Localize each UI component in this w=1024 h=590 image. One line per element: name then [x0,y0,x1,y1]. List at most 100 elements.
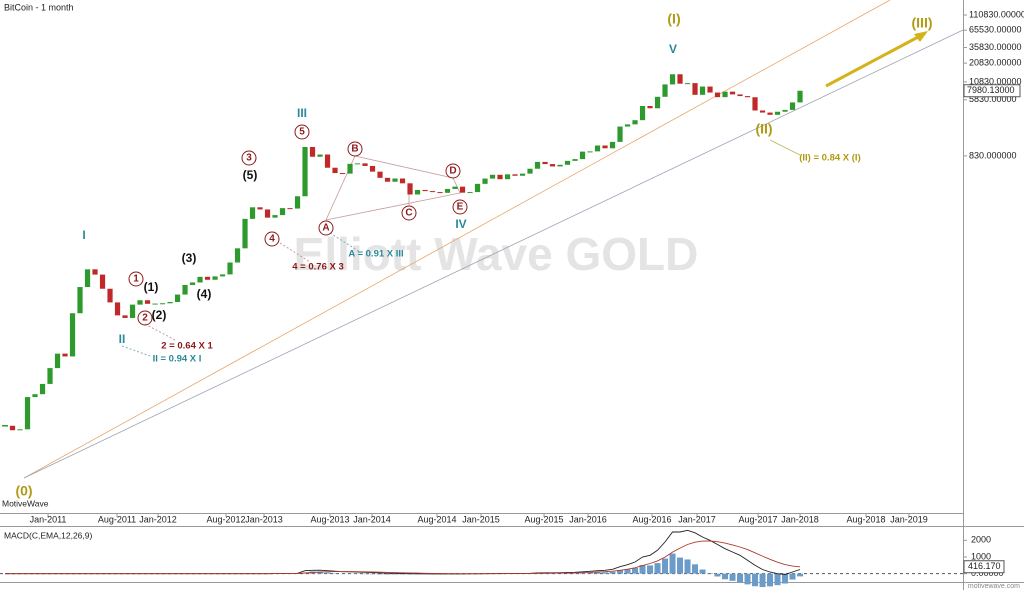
histogram-bar [377,573,384,575]
candle [362,163,368,166]
candle [17,429,23,431]
candle [414,189,421,195]
histogram-bar [737,573,744,583]
candle [249,207,256,219]
candle [62,353,68,357]
candle [84,269,91,288]
wave-label: D [449,166,456,177]
candle [422,189,428,192]
histogram-bar [384,573,391,575]
arrow-head [914,31,928,42]
candle [219,274,226,277]
candle [347,163,353,174]
candle [437,192,443,194]
candle [534,161,541,169]
candle [189,282,196,285]
histogram-bar [752,573,759,587]
candle [114,302,121,316]
histogram-bar [647,565,654,574]
wave-circle [401,205,417,221]
x-tick-label: Jan-2016 [569,514,607,524]
wave-label: (1) [144,280,159,294]
wave-label: (4) [197,287,212,301]
wave-label: (I) [667,11,680,27]
wave-circle [318,220,334,236]
candle [339,173,346,175]
candle [324,154,331,168]
histogram-bar [707,573,714,574]
wave-label: A = 0.91 X III [348,249,403,260]
value-label: 416.170 [968,561,1001,571]
wave-label: 4 = 0.76 X 3 [292,262,344,273]
candle [204,276,211,280]
histogram-bar [699,569,706,574]
connector [329,232,361,253]
x-tick-label: Aug-2013 [310,514,349,524]
candle [302,147,308,197]
candle [782,109,788,112]
histogram-bar [744,573,751,585]
candle [662,84,668,97]
wave-circle [347,141,363,157]
y-tick-label: 20830.00000 [969,58,1022,68]
candle [504,174,511,180]
candle [587,151,593,153]
y-tick-label: 1000 [971,551,991,561]
candle [767,112,773,115]
candle [354,163,361,165]
wave-label: A [322,223,329,234]
candle [279,208,286,216]
macd-line [5,540,801,575]
histogram-bar [324,572,331,574]
chart-title: BitCoin - 1 month [4,2,74,12]
candle [234,248,241,263]
candle [512,174,518,176]
candle [557,164,563,167]
connector [121,345,151,357]
candle [632,120,638,125]
connector [144,323,176,341]
wave-label: II = 0.94 X I [153,354,202,365]
candle [744,96,751,98]
candle [579,151,586,160]
wave-label: 2 [142,313,148,324]
candle [467,192,473,194]
histogram-bar [729,573,736,581]
wave-label: (III) [912,15,933,31]
candle [789,102,796,110]
candle [317,154,323,157]
candle [264,209,271,218]
connector [279,242,311,263]
y-tick-label: 35830.00000 [969,42,1022,52]
candle [482,178,488,184]
candle [609,141,616,149]
x-tick-label: Aug-2016 [633,514,672,524]
value-label-box [963,560,1005,574]
wave-circle [264,231,280,247]
candle [519,173,526,176]
histogram-bar [759,573,766,588]
candle [242,218,248,249]
histogram-bar [677,557,684,574]
wave-label: III [297,106,307,120]
x-tick-label: Jan-2014 [353,514,391,524]
source-label: MotiveWave [2,498,49,508]
x-tick-label: Aug-2017 [739,514,778,524]
candle [459,186,466,193]
candle [639,105,646,121]
histogram-bar [392,573,399,575]
candle [122,315,128,318]
x-tick-label: Jan-2017 [678,514,716,524]
wave-label: IV [455,217,466,231]
x-tick-label: Aug-2015 [525,514,564,524]
histogram-bar [797,573,804,577]
wave-label: V [669,42,677,56]
histogram-bar [369,573,376,575]
candle [77,287,83,314]
y-tick-label: 2000 [971,535,991,545]
candle [369,165,376,172]
candle [572,159,578,161]
histogram-bar [399,573,406,575]
x-tick-label: Aug-2012 [207,514,246,524]
candle [377,171,383,178]
